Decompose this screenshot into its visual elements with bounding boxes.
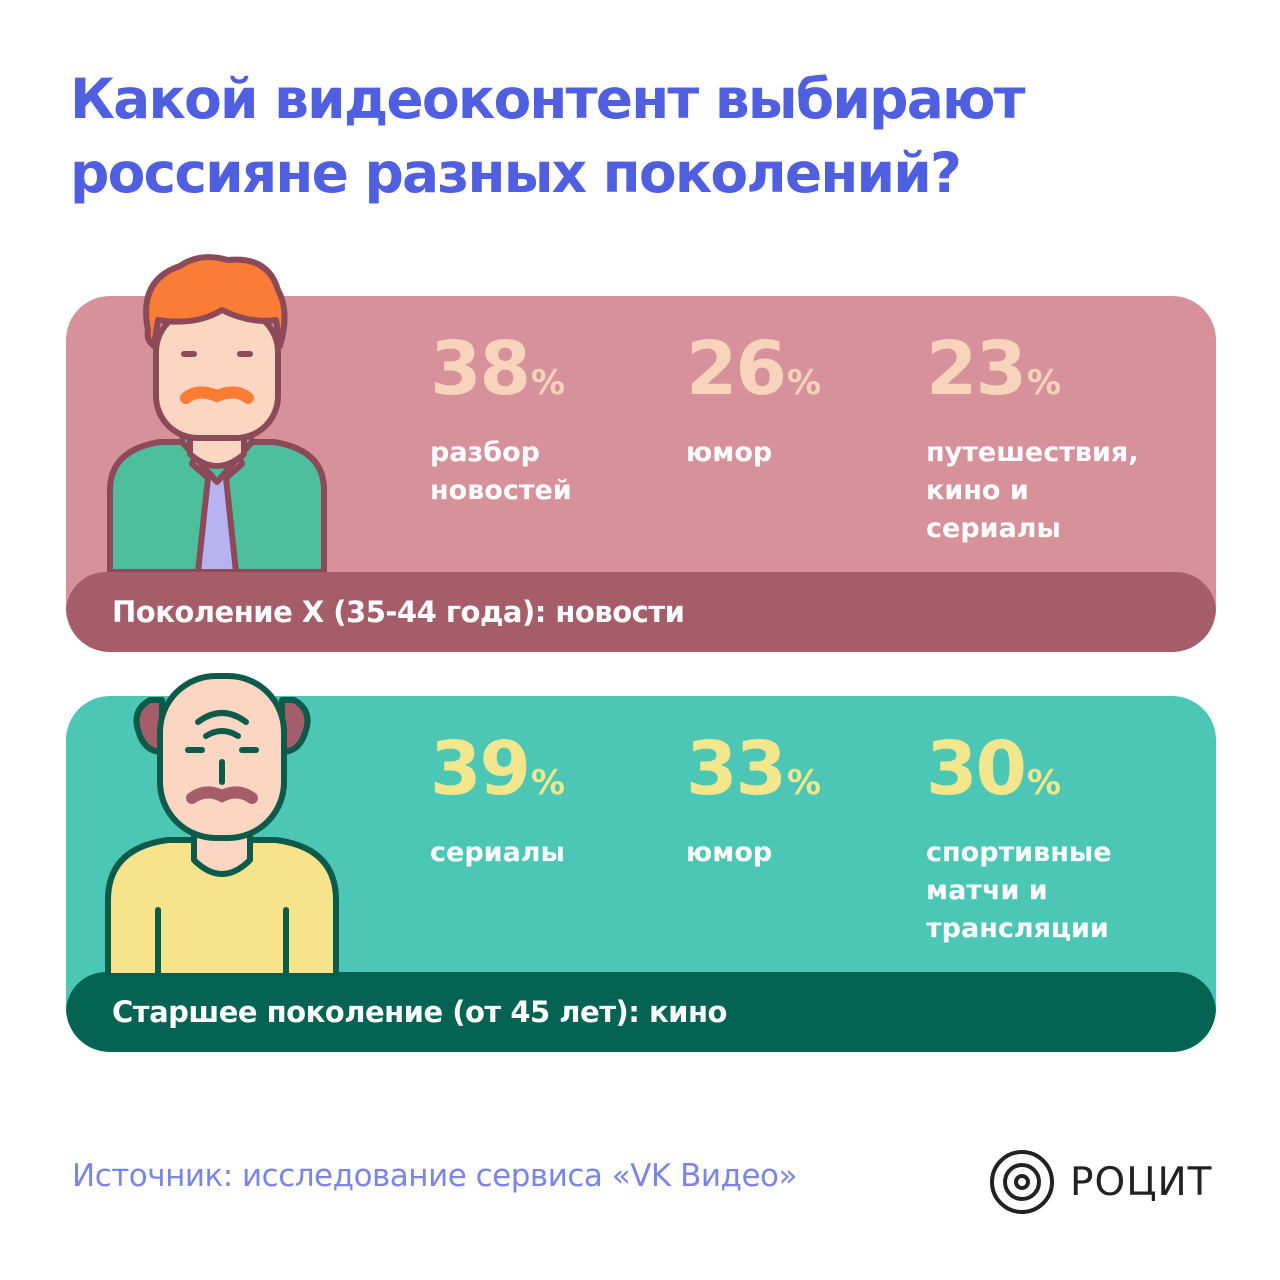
stat-item: 26% юмор <box>686 326 946 472</box>
stat-label: сериалы <box>430 837 565 868</box>
brand: РОЦИТ <box>988 1148 1213 1216</box>
brand-logo-icon <box>990 1150 1054 1214</box>
bald-old-man-icon <box>105 673 339 976</box>
stat-label: спортивные матчи и трансляции <box>926 837 1112 944</box>
source-note: Источник: исследование сервиса «VK Видео… <box>72 1158 797 1194</box>
stat-unit: % <box>1026 763 1062 803</box>
stat-label: юмор <box>686 837 773 868</box>
older-generation-bar: Старшее поколение (от 45 лет): кино <box>66 972 1216 1052</box>
stat-unit: % <box>1026 363 1062 403</box>
stat-unit: % <box>786 763 822 803</box>
stat-unit: % <box>530 763 566 803</box>
stat-value: 38% <box>430 326 566 412</box>
generation-x-card: 38% разбор новостей 26% юмор 23% путешес… <box>66 296 1216 652</box>
stat-label: путешествия, кино и сериалы <box>926 437 1139 544</box>
stat-value: 30% <box>926 726 1062 812</box>
stat-value: 26% <box>686 326 822 412</box>
stat-item: 30% спортивные матчи и трансляции <box>926 726 1186 948</box>
stat-item: 39% сериалы <box>430 726 690 872</box>
stat-item: 38% разбор новостей <box>430 326 690 510</box>
stat-unit: % <box>530 363 566 403</box>
stat-item: 33% юмор <box>686 726 946 872</box>
stat-value: 33% <box>686 726 822 812</box>
generation-x-bar: Поколение X (35-44 года): новости <box>66 572 1216 652</box>
man-with-tie-icon <box>107 254 327 572</box>
stat-value: 39% <box>430 726 566 812</box>
stat-label: юмор <box>686 437 773 468</box>
page-title: Какой видеоконтент выбирают россияне раз… <box>70 67 1026 205</box>
stat-value: 23% <box>926 326 1062 412</box>
stat-item: 23% путешествия, кино и сериалы <box>926 326 1186 548</box>
brand-name: РОЦИТ <box>1070 1159 1213 1205</box>
stat-unit: % <box>786 363 822 403</box>
stat-label: разбор новостей <box>430 437 572 506</box>
